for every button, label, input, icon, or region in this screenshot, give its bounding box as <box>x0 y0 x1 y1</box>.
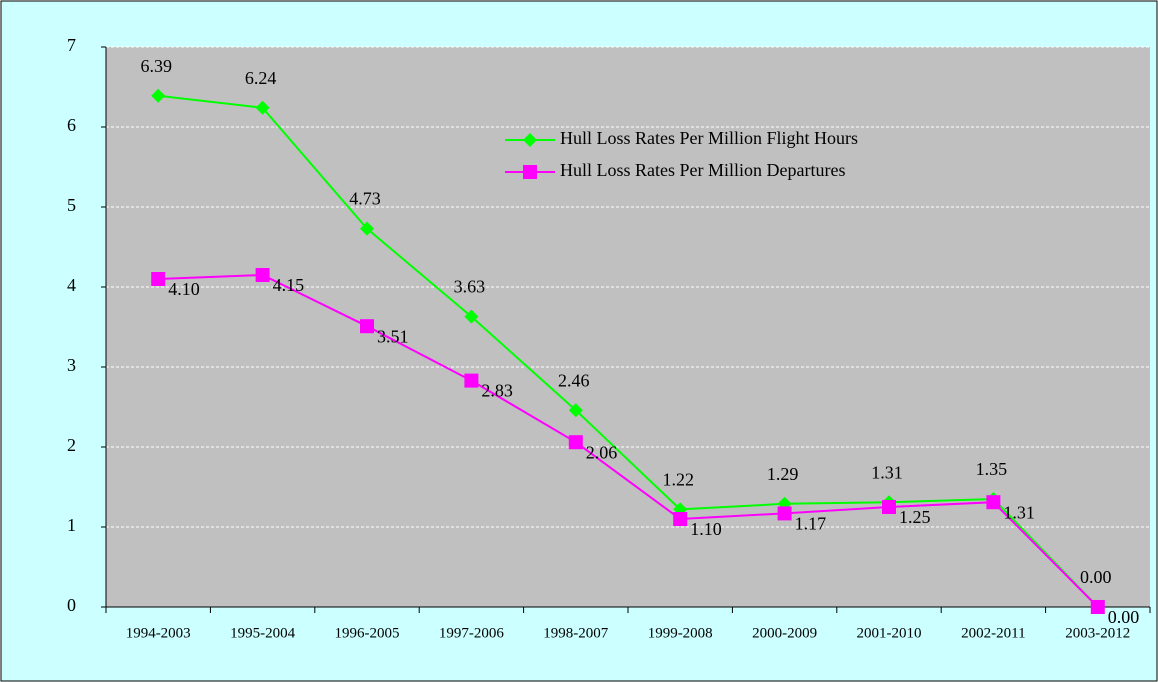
point <box>673 502 688 517</box>
legend-label: Hull Loss Rates Per Million Flight Hours <box>560 128 858 148</box>
data-label: 6.39 <box>140 56 172 76</box>
data-label: 6.24 <box>245 68 277 88</box>
data-label: 1.17 <box>795 514 827 534</box>
plot-area <box>106 47 1150 607</box>
series-line <box>158 94 1099 608</box>
point <box>568 435 583 450</box>
y-tick-label: 0 <box>67 595 76 615</box>
x-tick-label: 1998-2007 <box>543 625 608 641</box>
y-tick-label: 2 <box>67 435 76 455</box>
data-label: 1.22 <box>662 470 694 490</box>
data-label: 1.25 <box>899 507 931 527</box>
y-tick-label: 7 <box>67 35 76 55</box>
y-tick-label: 5 <box>67 195 76 215</box>
point <box>255 268 270 282</box>
data-label: 4.15 <box>273 275 305 295</box>
x-tick-label: 2000-2009 <box>752 625 817 641</box>
point <box>151 88 166 103</box>
point <box>464 309 479 324</box>
data-label: 4.10 <box>168 279 200 299</box>
data-label: 3.63 <box>454 277 486 297</box>
point <box>464 373 479 388</box>
data-label: 0.00 <box>1080 567 1112 587</box>
y-tick-label: 6 <box>67 115 76 135</box>
data-label: 2.46 <box>558 370 590 390</box>
point <box>255 100 270 115</box>
legend-marker <box>523 133 537 147</box>
data-label: 1.35 <box>976 459 1008 479</box>
data-label: 3.51 <box>377 326 409 346</box>
point <box>360 319 374 334</box>
series-line <box>158 273 1099 608</box>
x-tick-label: 1995-2004 <box>230 625 295 641</box>
x-tick-label: 2003-2012 <box>1065 625 1130 641</box>
point <box>360 221 374 236</box>
data-label: 1.10 <box>690 519 722 539</box>
x-tick-label: 1996-2005 <box>335 625 400 641</box>
legend-label: Hull Loss Rates Per Million Departures <box>560 160 845 180</box>
y-tick-label: 4 <box>67 275 76 295</box>
data-label: 1.31 <box>871 462 903 482</box>
point <box>986 495 1001 510</box>
data-label: 4.73 <box>349 189 381 209</box>
point <box>568 403 583 418</box>
point <box>151 272 166 286</box>
legend-marker <box>523 165 537 179</box>
x-tick-label: 2001-2010 <box>857 625 922 641</box>
x-tick-label: 1999-2008 <box>648 625 713 641</box>
point <box>882 500 896 514</box>
point <box>673 512 688 526</box>
data-label: 0.00 <box>1108 607 1140 627</box>
data-label: 1.31 <box>1003 502 1035 522</box>
x-tick-label: 1994-2003 <box>126 625 191 641</box>
point <box>777 506 792 521</box>
data-label: 2.06 <box>586 442 618 462</box>
point <box>1090 600 1105 614</box>
x-tick-label: 2002-2011 <box>961 625 1025 641</box>
data-label: 2.83 <box>481 381 513 401</box>
y-tick-label: 3 <box>67 355 76 375</box>
x-tick-label: 1997-2006 <box>439 625 504 641</box>
data-label: 1.29 <box>767 464 799 484</box>
y-tick-label: 1 <box>67 515 76 535</box>
